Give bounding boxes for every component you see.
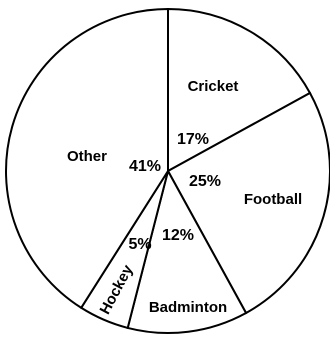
pie-slice-badminton	[126, 168, 248, 334]
slice-label-cricket: Cricket	[188, 78, 239, 95]
slice-percent-cricket: 17%	[177, 131, 209, 148]
pie-slice-cricket	[167, 7, 312, 173]
slice-label-football: Football	[244, 191, 302, 208]
pie-slice-other	[5, 7, 169, 310]
slice-percent-hockey: 5%	[128, 236, 151, 253]
slices-layer	[5, 7, 330, 334]
slice-label-badminton: Badminton	[149, 299, 227, 316]
slice-percent-other: 41%	[129, 158, 161, 175]
slice-percent-badminton: 12%	[162, 227, 194, 244]
slice-percent-football: 25%	[189, 173, 221, 190]
slice-label-other: Other	[67, 148, 107, 165]
pie-slice-football	[166, 91, 330, 315]
